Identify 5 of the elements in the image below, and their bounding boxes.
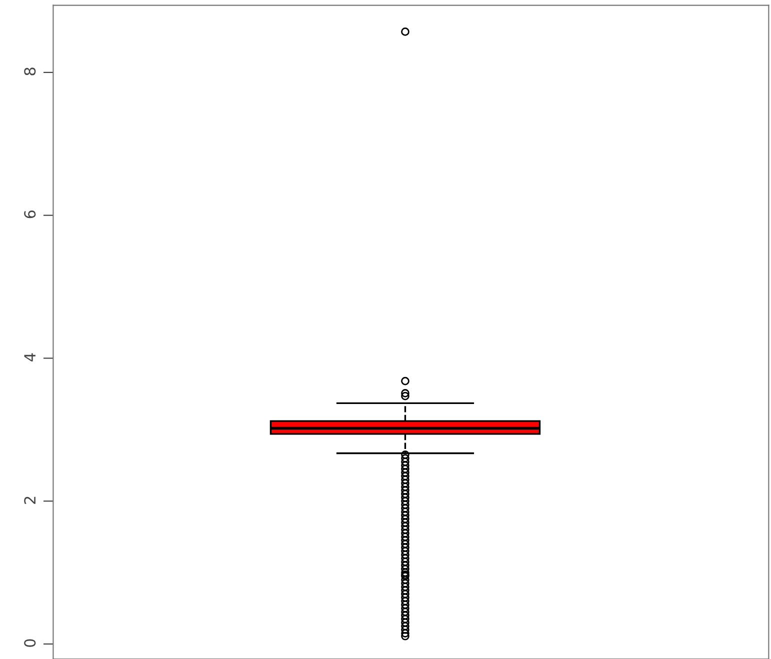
y-tick-label: 2: [24, 496, 36, 504]
y-tick-label: 0: [24, 639, 36, 647]
y-tick-label: 4: [24, 353, 36, 362]
y-tick-label: 8: [24, 68, 36, 76]
y-tick-label: 6: [24, 210, 36, 218]
